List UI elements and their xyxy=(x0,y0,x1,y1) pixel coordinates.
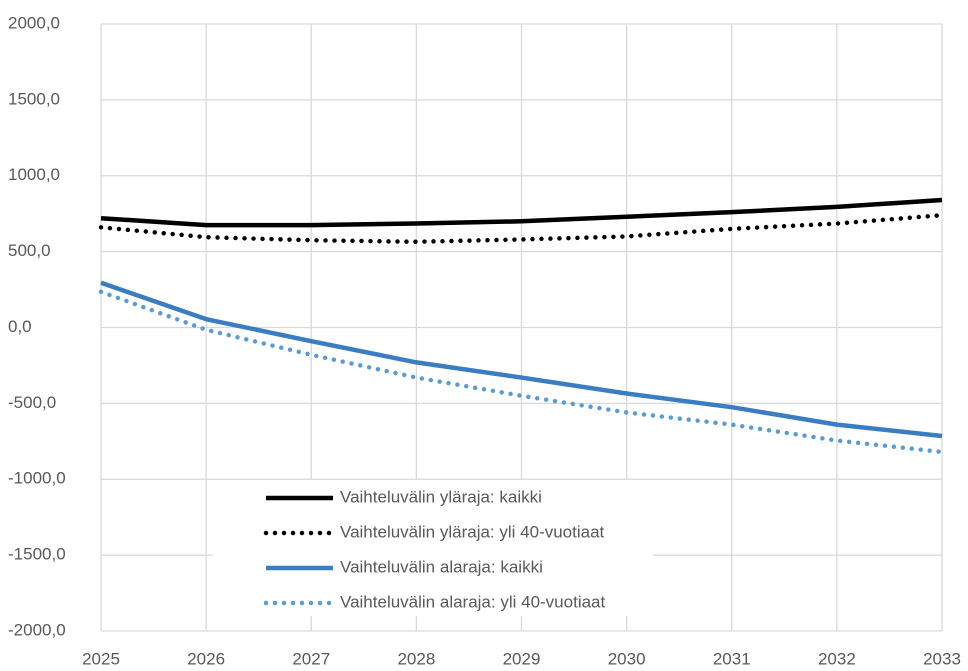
y-tick-label: 1500,0 xyxy=(8,89,60,108)
y-tick-label: -1000,0 xyxy=(8,469,66,488)
y-tick-label: 2000,0 xyxy=(8,13,60,32)
series-line xyxy=(98,289,945,455)
y-tick-label: 500,0 xyxy=(8,241,51,260)
series-line xyxy=(100,280,943,439)
y-tick-label: -500,0 xyxy=(8,393,56,412)
y-tick-label: 0,0 xyxy=(8,317,32,336)
x-tick-label: 2033 xyxy=(923,649,961,668)
legend-label: Vaihteluvälin yläraja: kaikki xyxy=(340,487,542,506)
y-tick-label: -2000,0 xyxy=(8,620,66,639)
x-tick-label: 2026 xyxy=(187,649,225,668)
x-tick-label: 2031 xyxy=(713,649,751,668)
y-tick-label: 1000,0 xyxy=(8,165,60,184)
x-tick-label: 2025 xyxy=(82,649,120,668)
x-tick-label: 2029 xyxy=(503,649,541,668)
series-line xyxy=(98,212,945,245)
y-tick-label: -1500,0 xyxy=(8,545,66,564)
legend-box xyxy=(213,480,653,616)
x-tick-label: 2030 xyxy=(608,649,646,668)
x-tick-label: 2027 xyxy=(292,649,330,668)
legend-label: Vaihteluvälin yläraja: yli 40-vuotiaat xyxy=(340,522,605,541)
legend-label: Vaihteluvälin alaraja: yli 40-vuotiaat xyxy=(340,592,606,611)
legend-label: Vaihteluvälin alaraja: kaikki xyxy=(340,557,543,576)
x-tick-label: 2032 xyxy=(818,649,856,668)
legend: Vaihteluvälin yläraja: kaikki Vaihteluväl… xyxy=(213,480,653,616)
x-tick-label: 2028 xyxy=(397,649,435,668)
series-line xyxy=(100,197,943,228)
